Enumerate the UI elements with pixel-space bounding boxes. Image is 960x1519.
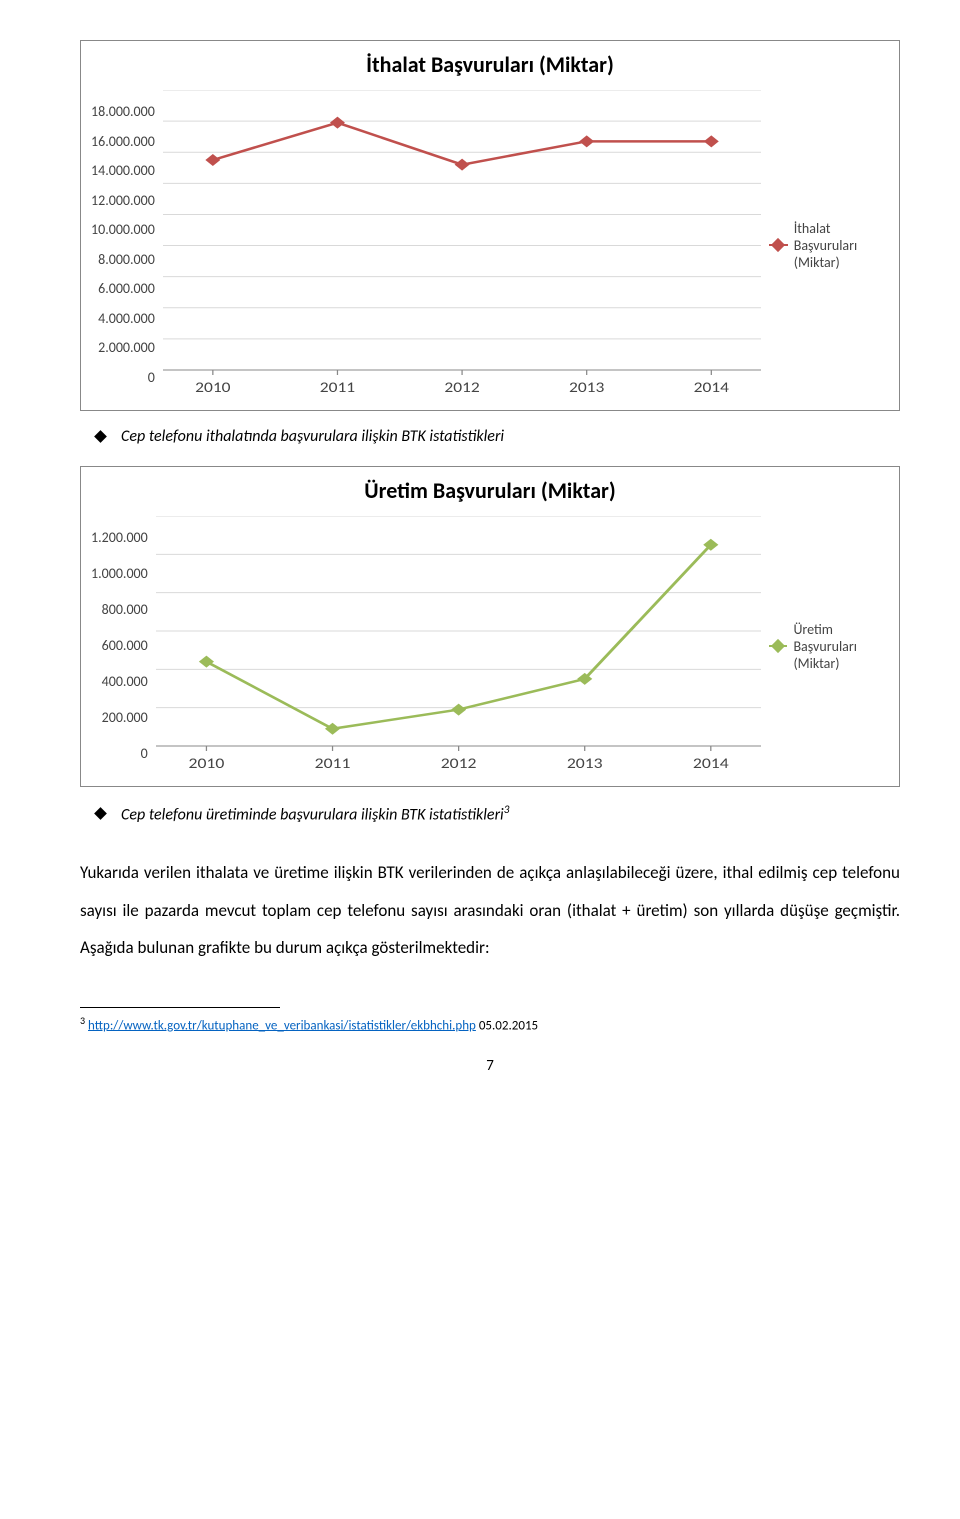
- y-tick-label: 12.000.000: [91, 194, 155, 208]
- footnote-number: 3: [80, 1014, 85, 1027]
- y-tick-label: 10.000.000: [91, 223, 155, 237]
- y-tick-label: 14.000.000: [91, 164, 155, 178]
- y-tick-label: 600.000: [91, 639, 148, 653]
- svg-text:2012: 2012: [444, 380, 479, 397]
- y-tick-label: 8.000.000: [91, 253, 155, 267]
- chart-body: 1.200.000 1.000.000 800.000 600.000 400.000 2…: [91, 516, 889, 776]
- legend-label: Üretim Başvuruları (Miktar): [793, 621, 889, 672]
- footnote: 3 http://www.tk.gov.tr/kutuphane_ve_veri…: [80, 1014, 900, 1033]
- footnote-link[interactable]: http://www.tk.gov.tr/kutuphane_ve_veriba…: [88, 1018, 476, 1033]
- svg-text:2010: 2010: [195, 380, 230, 397]
- svg-text:2013: 2013: [567, 756, 603, 773]
- y-tick-label: 2.000.000: [91, 341, 155, 355]
- bullet-chart1-caption: Cep telefonu ithalatında başvurulara ili…: [96, 427, 900, 446]
- y-tick-label: 4.000.000: [91, 312, 155, 326]
- bullet-icon: [94, 807, 107, 820]
- chart-title: İthalat Başvuruları (Miktar): [91, 51, 889, 78]
- chart-legend: İthalat Başvuruları (Miktar): [761, 220, 889, 271]
- svg-text:2012: 2012: [440, 756, 476, 773]
- svg-text:2011: 2011: [320, 380, 355, 397]
- chart-uretim: Üretim Başvuruları (Miktar) 1.200.000 1.0…: [80, 466, 900, 787]
- y-tick-label: 400.000: [91, 675, 148, 689]
- svg-text:2014: 2014: [693, 380, 728, 397]
- footnote-tail: 05.02.2015: [476, 1018, 538, 1033]
- plot-area: 2010 2011 2012 2013 2014: [163, 90, 761, 400]
- y-tick-label: 1.000.000: [91, 567, 148, 581]
- y-tick-label: 0: [91, 747, 148, 761]
- body-paragraph: Yukarıda verilen ithalata ve üretime ili…: [80, 854, 900, 966]
- bullet-text: Cep telefonu ithalatında başvurulara ili…: [121, 427, 504, 446]
- y-axis: 1.200.000 1.000.000 800.000 600.000 400.000 2…: [91, 531, 156, 761]
- y-tick-label: 1.200.000: [91, 531, 148, 545]
- y-tick-label: 16.000.000: [91, 135, 155, 149]
- svg-text:2014: 2014: [693, 756, 729, 773]
- y-tick-label: 800.000: [91, 603, 148, 617]
- y-tick-label: 18.000.000: [91, 105, 155, 119]
- bullet-icon: [94, 430, 107, 443]
- y-axis: 18.000.000 16.000.000 14.000.000 12.000.000…: [91, 105, 163, 385]
- page-number: 7: [80, 1057, 900, 1075]
- legend-label: İthalat Başvuruları (Miktar): [794, 220, 889, 271]
- svg-text:2013: 2013: [569, 380, 604, 397]
- y-tick-label: 6.000.000: [91, 282, 155, 296]
- svg-text:2011: 2011: [314, 756, 350, 773]
- chart-title: Üretim Başvuruları (Miktar): [91, 477, 889, 504]
- y-tick-label: 200.000: [91, 711, 148, 725]
- bullet-text: Cep telefonu üretiminde başvurulara iliş…: [121, 803, 509, 824]
- svg-text:2010: 2010: [188, 756, 224, 773]
- chart-body: 18.000.000 16.000.000 14.000.000 12.000.000…: [91, 90, 889, 400]
- bullet-chart2-caption: Cep telefonu üretiminde başvurulara iliş…: [96, 803, 900, 824]
- y-tick-label: 0: [91, 371, 155, 385]
- plot-area: 2010 2011 2012 2013 2014: [156, 516, 761, 776]
- chart-ithalat: İthalat Başvuruları (Miktar) 18.000.0001…: [80, 40, 900, 411]
- footnote-separator: [80, 1007, 280, 1008]
- chart-legend: Üretim Başvuruları (Miktar): [761, 621, 889, 672]
